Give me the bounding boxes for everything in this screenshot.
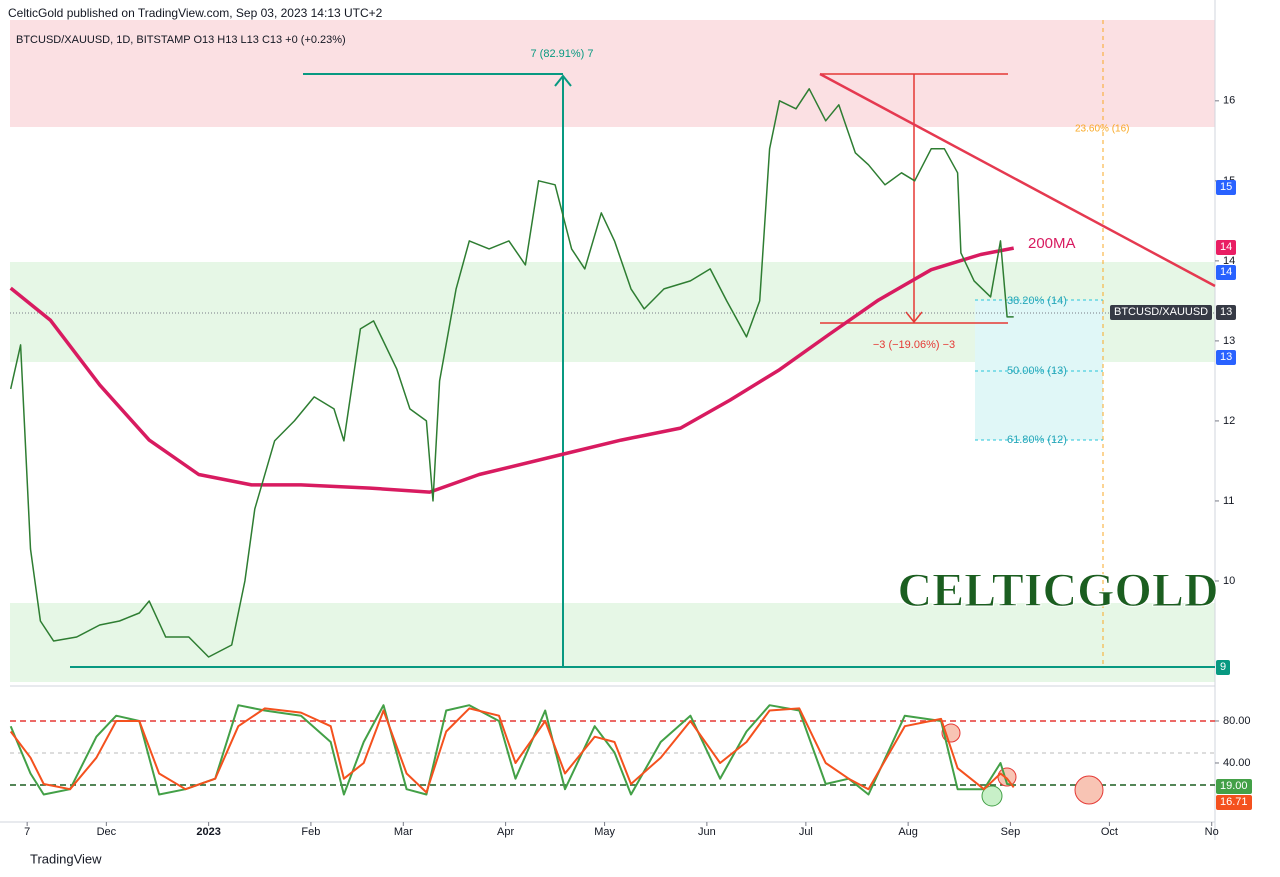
- series-line: [9, 704, 1014, 796]
- x-tick-label: 7: [24, 826, 30, 838]
- publisher: CelticGold published on TradingView.com,…: [8, 6, 383, 20]
- symbol-tag: BTCUSD/XAUUSD: [1110, 305, 1213, 320]
- price-tag: 14: [1216, 265, 1237, 280]
- x-tick-label: Aug: [898, 826, 918, 838]
- series-line: [9, 707, 1015, 794]
- x-tick-label: Feb: [301, 826, 320, 838]
- x-tick-label: Apr: [497, 826, 514, 838]
- fib-label: 61.80% (12): [1007, 434, 1067, 446]
- y-tick-label: 40.00: [1223, 757, 1251, 769]
- price-tag: 9: [1216, 660, 1231, 675]
- y-tick-label: 14: [1223, 255, 1235, 267]
- series-line: [9, 88, 1014, 658]
- measure-label: −3 (−19.06%) −3: [873, 339, 955, 351]
- arrow-head: [554, 74, 572, 87]
- price-tag: 13: [1216, 305, 1237, 320]
- fib-label: 38.20% (14): [1007, 295, 1067, 307]
- y-tick-label: 11: [1223, 495, 1234, 507]
- watermark: CELTICGOLD: [898, 564, 1219, 617]
- y-tick-label: 80.00: [1223, 715, 1251, 727]
- x-tick-label: No: [1205, 826, 1219, 838]
- resistance-zone: [10, 20, 1215, 127]
- arrow-head: [905, 311, 923, 324]
- trend-line: [819, 72, 1216, 288]
- x-tick-label: Sep: [1001, 826, 1021, 838]
- y-tick-label: 10: [1223, 575, 1235, 587]
- x-tick-label: Jul: [799, 826, 813, 838]
- y-tick-label: 16: [1223, 95, 1235, 107]
- x-tick-label: Dec: [97, 826, 117, 838]
- price-tag: 14: [1216, 240, 1237, 255]
- signal-circle: [1074, 775, 1104, 805]
- x-tick-label: May: [594, 826, 615, 838]
- ma-label: 200MA: [1028, 235, 1076, 252]
- price-tag: 13: [1216, 350, 1237, 365]
- price-tag: 15: [1216, 180, 1237, 195]
- x-tick-label: 2023: [196, 826, 220, 838]
- fib-label: 23.60% (16): [1075, 124, 1129, 135]
- support-zone: [10, 603, 1215, 682]
- signal-circle: [981, 785, 1003, 807]
- y-tick-label: 13: [1223, 335, 1235, 347]
- x-tick-label: Jun: [698, 826, 716, 838]
- footer: TradingView: [30, 851, 102, 866]
- moving-average: [9, 246, 1015, 494]
- value-tag: 16.71: [1216, 795, 1252, 810]
- fib-label: 50.00% (13): [1007, 365, 1067, 377]
- symbol-info: BTCUSD/XAUUSD, 1D, BITSTAMP O13 H13 L13 …: [16, 34, 346, 46]
- y-tick-label: 12: [1223, 415, 1235, 427]
- measure-label: 7 (82.91%) 7: [531, 48, 594, 60]
- x-tick-label: Mar: [394, 826, 413, 838]
- x-tick-label: Oct: [1101, 826, 1118, 838]
- value-tag: 19.00: [1216, 779, 1252, 794]
